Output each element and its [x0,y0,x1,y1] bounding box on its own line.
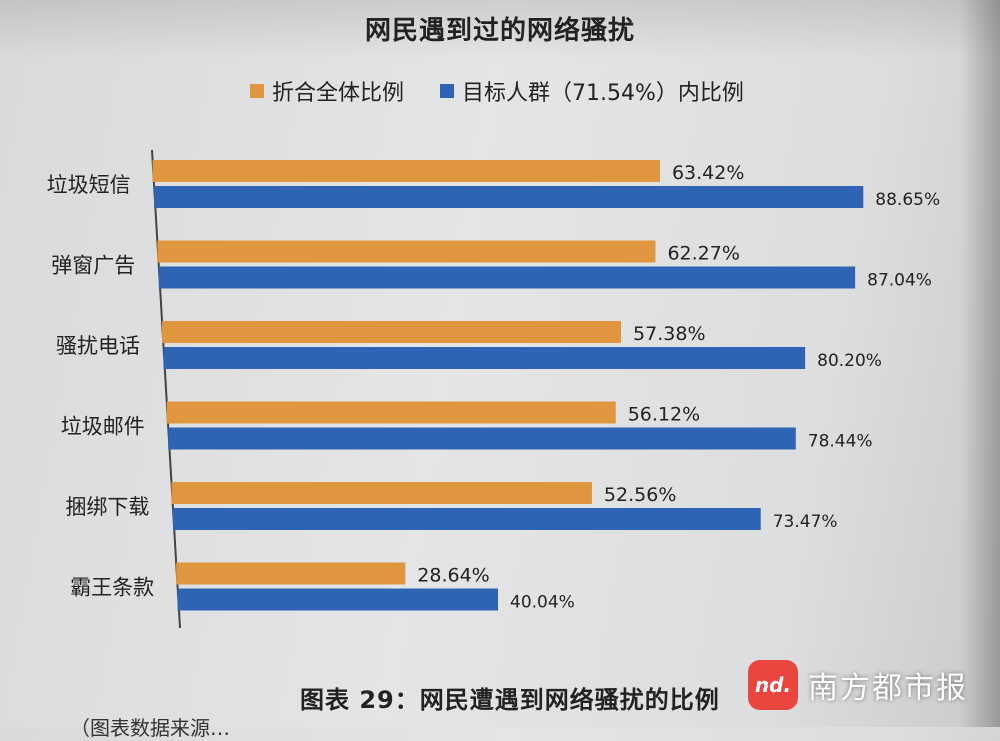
legend-swatch-overall [250,84,264,98]
data-label: 73.47% [773,512,838,532]
bar-overall [166,401,616,424]
bar-overall [162,321,622,343]
legend-swatch-target [440,84,455,98]
bar-target [158,266,856,289]
category-label: 捆绑下载 [65,495,149,519]
bar-target [168,427,796,450]
page-shadow [0,0,1000,60]
category-label: 霸王条款 [70,576,154,600]
legend-item-overall: 折合全体比例 [250,75,404,107]
data-label: 80.20% [817,351,882,371]
data-label: 63.42% [672,162,744,184]
data-label: 56.12% [628,404,700,426]
legend-label-overall: 折合全体比例 [272,81,405,106]
legend: 折合全体比例 目标人群（71.54%）内比例 [250,76,780,106]
watermark-logo-icon: nd. [748,660,798,710]
bar-overall [152,160,660,182]
legend-item-target: 目标人群（71.54%）内比例 [440,75,744,107]
category-label: 弹窗广告 [51,254,135,278]
bar-target [163,347,806,369]
data-label: 57.38% [633,323,705,345]
figure-caption: 图表 29：网民遭遇到网络骚扰的比例 [300,686,720,714]
data-label: 62.27% [667,243,739,265]
category-label: 垃圾短信 [47,173,131,197]
newspaper-watermark: nd. 南方都市报 [748,660,968,710]
bar-overall [176,562,406,585]
bar-target [154,186,864,208]
data-label: 28.64% [417,565,489,587]
data-label: 87.04% [867,271,932,291]
data-label: 52.56% [604,484,676,506]
bar-overall [171,482,592,504]
chart-title: 网民遇到过的网络骚扰 [364,16,635,46]
category-label: 骚扰电话 [56,334,140,358]
category-label: 垃圾邮件 [61,415,145,439]
data-label: 40.04% [510,593,575,613]
bar-target [172,508,761,530]
data-label: 88.65% [875,190,940,210]
data-label: 78.44% [808,432,873,452]
bar-overall [157,240,656,263]
bar-target [177,588,499,611]
y-axis-line [151,149,181,629]
page-edge-shadow [960,0,1000,727]
watermark-text: 南方都市报 [808,671,968,706]
legend-label-target: 目标人群（71.54%）内比例 [462,81,744,106]
